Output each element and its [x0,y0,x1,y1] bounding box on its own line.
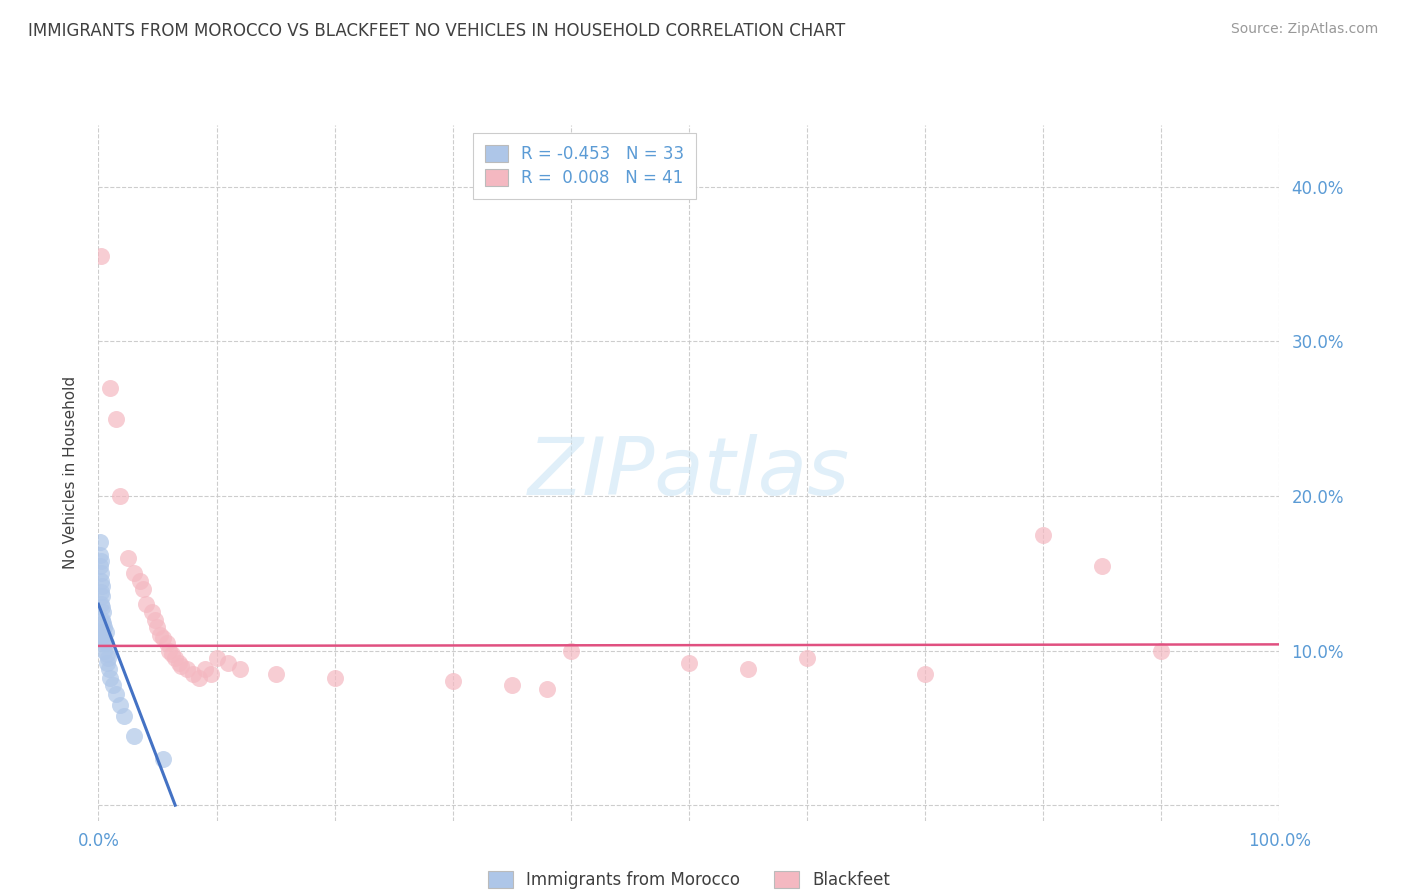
Point [1032,527,1054,541]
Point [176,662,198,676]
Point [90,554,112,568]
Point [187,672,209,686]
Point [141,605,163,619]
Point [737,662,759,676]
Point [89,535,111,549]
Point [101,677,124,691]
Point [1091,558,1114,573]
Point [94,625,117,640]
Point [149,628,172,642]
Point [323,672,346,686]
Point [97,651,120,665]
Point [501,677,523,691]
Point [90,584,112,599]
Point [146,620,169,634]
Point [160,647,183,661]
Point [105,687,128,701]
Point [128,574,150,588]
Point [90,566,112,581]
Point [122,729,145,743]
Point [91,590,114,604]
Point [117,550,139,565]
Point [170,659,193,673]
Point [205,651,228,665]
Point [441,674,464,689]
Point [1150,643,1173,657]
Point [90,597,112,611]
Point [796,651,818,665]
Point [91,605,114,619]
Point [108,489,131,503]
Point [152,752,174,766]
Point [89,548,111,562]
Point [536,682,558,697]
Point [229,662,252,676]
Point [167,656,190,670]
Point [98,662,121,676]
Point [914,666,936,681]
Point [91,625,114,640]
Point [112,708,135,723]
Point [91,600,114,615]
Text: IMMIGRANTS FROM MOROCCO VS BLACKFEET NO VEHICLES IN HOUSEHOLD CORRELATION CHART: IMMIGRANTS FROM MOROCCO VS BLACKFEET NO … [28,22,845,40]
Point [93,631,115,645]
Point [200,666,222,681]
Point [105,411,128,425]
Point [156,636,179,650]
Point [96,656,118,670]
Point [96,647,118,661]
Y-axis label: No Vehicles in Household: No Vehicles in Household [63,376,77,569]
Point [157,643,180,657]
Point [143,613,166,627]
Point [89,558,111,573]
Point [94,636,117,650]
Point [217,656,239,670]
Point [91,636,114,650]
Point [98,672,121,686]
Point [93,620,115,634]
Point [91,579,114,593]
Point [93,643,115,657]
Point [90,249,112,263]
Point [194,662,217,676]
Point [90,574,112,588]
Text: Source: ZipAtlas.com: Source: ZipAtlas.com [1230,22,1378,37]
Point [98,381,121,395]
Point [135,597,157,611]
Point [122,566,145,581]
Point [91,613,114,627]
Point [181,666,204,681]
Point [152,631,174,645]
Legend: Immigrants from Morocco, Blackfeet: Immigrants from Morocco, Blackfeet [481,864,897,892]
Point [91,615,114,630]
Point [560,643,582,657]
Point [264,666,287,681]
Point [678,656,700,670]
Point [132,582,155,596]
Point [108,698,131,712]
Text: ZIPatlas: ZIPatlas [527,434,851,512]
Point [91,628,114,642]
Point [165,651,187,665]
